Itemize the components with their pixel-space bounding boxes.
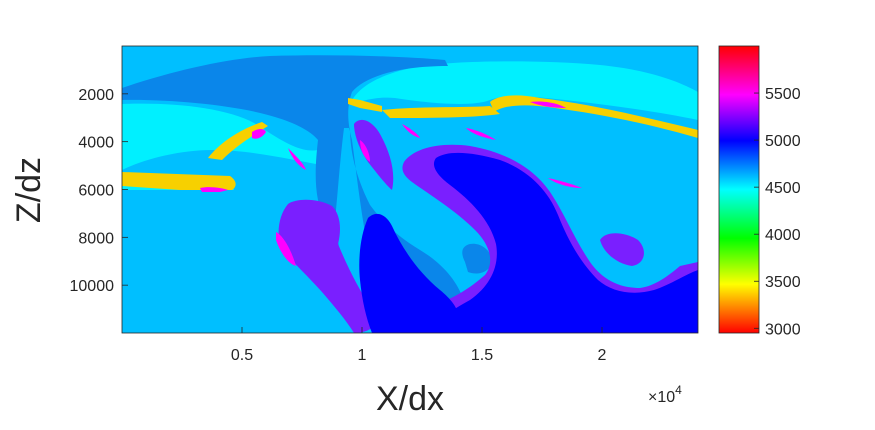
region-thin-layers (490, 95, 698, 138)
region-lenses (276, 232, 296, 266)
region-upper-cap (350, 61, 698, 120)
y-axis: 2000 4000 6000 8000 10000 (70, 87, 128, 295)
y-tick-label: 10000 (70, 278, 115, 295)
plot-area (122, 46, 698, 333)
region-thin-layers (348, 98, 382, 112)
region-upper-cap (122, 103, 322, 170)
region-lenses (252, 129, 266, 139)
x-tick-label: 2 (598, 347, 607, 364)
region-lenses (288, 148, 306, 170)
region-thin-layers (122, 172, 236, 190)
region-deep-body (359, 213, 459, 333)
y-tick-label: 4000 (78, 135, 114, 152)
region-deep-body (430, 152, 698, 333)
region-lenses (548, 178, 582, 188)
colorbar-tick-label: 3500 (765, 274, 801, 291)
region-folds (600, 233, 644, 266)
x-axis: 0.5 1 1.5 2 (231, 327, 607, 364)
x-exponent: ×104 (648, 383, 682, 406)
region-salt-body (462, 243, 492, 274)
colorbar-tick-label: 4500 (765, 180, 801, 197)
region-lenses (466, 128, 496, 140)
colorbar-axis: 3000 3500 4000 4500 5000 5500 (754, 86, 801, 338)
region-thin-layers (382, 106, 500, 118)
x-axis-title: X/dx (376, 380, 444, 418)
x-tick-label: 1 (358, 347, 367, 364)
region-lenses (530, 101, 566, 108)
region-lenses (200, 187, 228, 192)
y-axis-title: Z/dz (10, 157, 48, 223)
region-folds (278, 199, 377, 333)
region-lenses (402, 124, 420, 138)
x-tick-label: 1.5 (471, 347, 493, 364)
region-folds (354, 119, 394, 190)
x-exponent-power: 4 (675, 383, 682, 397)
x-exponent-base: ×10 (648, 389, 675, 406)
colorbar-tick-label: 5500 (765, 86, 801, 103)
colorbar-tick-label: 3000 (765, 321, 801, 338)
region-lenses (360, 140, 370, 162)
colorbar (718, 45, 760, 334)
colorbar-tick-label: 4000 (765, 227, 801, 244)
colorbar-tick-label: 5000 (765, 133, 801, 150)
y-tick-label: 2000 (78, 87, 114, 104)
y-tick-label: 6000 (78, 183, 114, 200)
x-tick-label: 0.5 (231, 347, 253, 364)
y-tick-label: 8000 (78, 230, 114, 247)
